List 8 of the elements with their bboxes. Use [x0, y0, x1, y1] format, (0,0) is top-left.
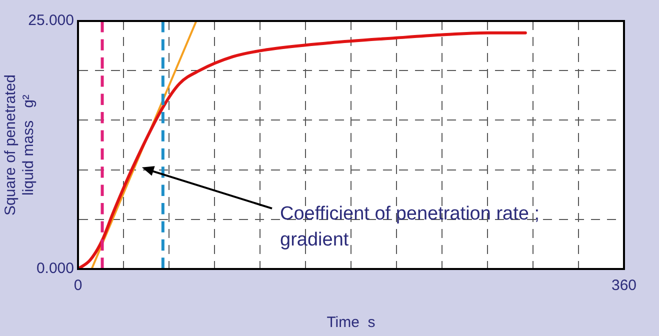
line-series	[78, 31, 527, 269]
x-axis-title: Time s	[326, 314, 376, 332]
annotation: Coefficient of penetration rate ; gradient	[280, 204, 540, 251]
x-tick-label: 360	[611, 277, 637, 294]
y-tick-label: 25.000	[28, 12, 74, 30]
y-axis-title: Square of penetrated liquid mass g²	[2, 74, 38, 216]
y-tick-label: 0.000	[36, 260, 74, 278]
x-tick-label: 0	[74, 277, 82, 294]
